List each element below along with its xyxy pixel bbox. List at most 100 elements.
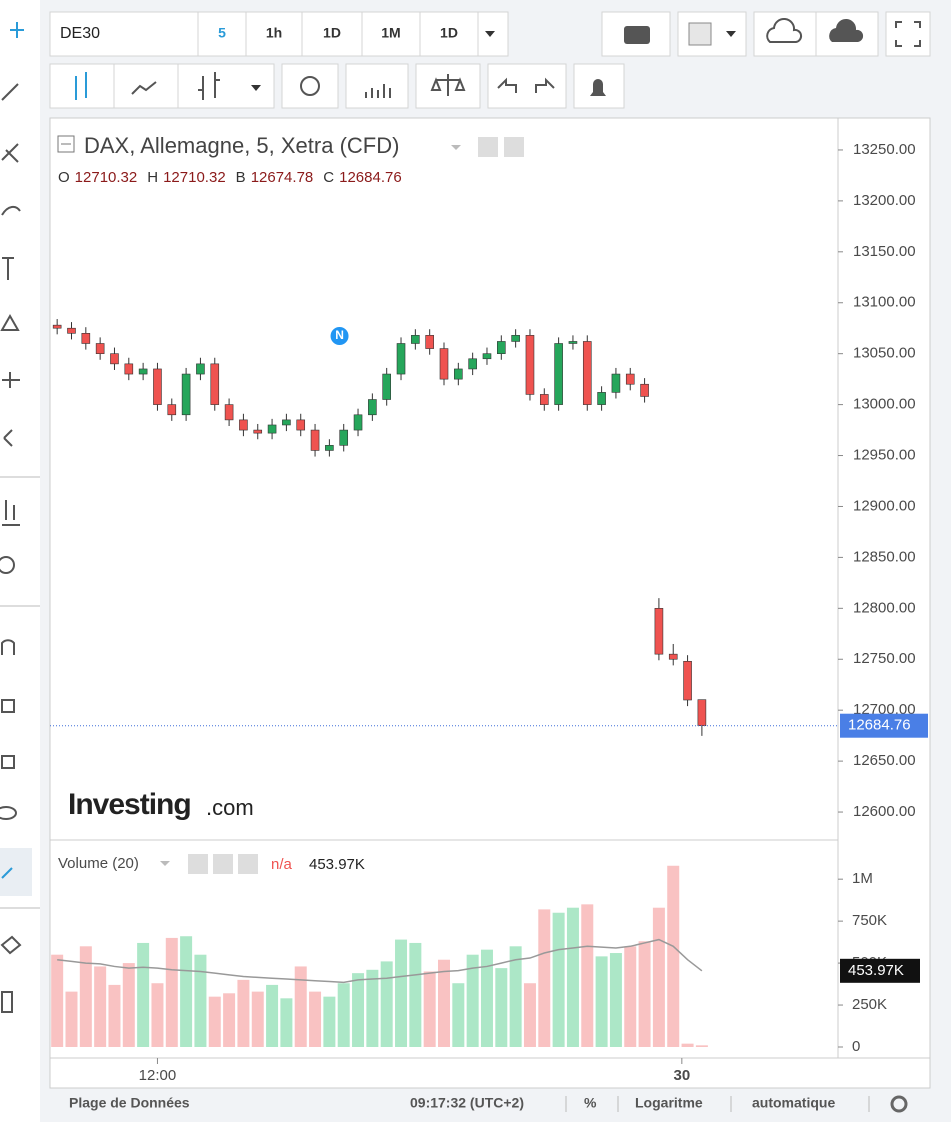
crosshair-icon[interactable] <box>10 22 24 38</box>
eye-button[interactable] <box>478 137 498 157</box>
candle-body <box>668 653 678 660</box>
volume-bar <box>423 971 436 1047</box>
y-tick-label: 13100.00 <box>853 294 916 311</box>
candle-body <box>253 429 263 434</box>
volume-tick-label: 250K <box>852 996 887 1013</box>
cloud-down-icon <box>766 18 803 43</box>
logo-brand: Investing <box>68 788 191 821</box>
candle-body <box>325 445 334 451</box>
interval-button[interactable] <box>301 11 363 57</box>
camera-icon <box>624 26 650 44</box>
fullscreen-button[interactable] <box>885 11 931 57</box>
volume-bar <box>681 1043 694 1047</box>
y-tick-label: 12950.00 <box>853 447 916 464</box>
candle-body <box>654 608 664 655</box>
settings-icon[interactable] <box>890 1095 908 1113</box>
interval-label: 5 <box>218 25 226 41</box>
unlock-icon[interactable] <box>1 755 15 769</box>
interval-button[interactable] <box>245 11 303 57</box>
interval-button[interactable] <box>419 11 479 57</box>
bars-icon <box>198 72 220 100</box>
y-tick-label: 12800.00 <box>853 599 916 616</box>
scale-icon <box>430 74 466 96</box>
zoom-icon[interactable] <box>0 556 15 574</box>
settings-button[interactable] <box>281 63 339 109</box>
indicators-icon <box>365 84 391 98</box>
ohlc-value: 12674.78 <box>251 169 314 186</box>
volume-bar <box>380 961 393 1047</box>
fib-icon[interactable] <box>1 143 19 163</box>
interval-label: 1D <box>440 25 458 41</box>
caret <box>160 861 170 866</box>
pattern-icon[interactable] <box>0 313 20 331</box>
color-button[interactable] <box>677 11 747 57</box>
volume-na: n/a <box>271 856 293 873</box>
trash-icon[interactable] <box>1 991 13 1013</box>
interval-button[interactable] <box>361 11 421 57</box>
link-icon[interactable] <box>1 867 13 879</box>
candle-body <box>697 699 707 727</box>
y-tick-label: 13050.00 <box>853 345 916 362</box>
magnet-icon[interactable] <box>1 639 15 655</box>
status: Plage de Données 09:17:32 (UTC+2) % Loga… <box>69 1095 908 1113</box>
price-pane <box>49 117 839 841</box>
data-range[interactable]: Plage de Données <box>69 1095 190 1111</box>
candle-body <box>439 348 449 380</box>
text-icon[interactable] <box>2 257 14 280</box>
candle-body <box>368 399 377 416</box>
candle-body <box>67 327 76 334</box>
symbol-box[interactable] <box>49 11 199 57</box>
left-toolbar <box>0 22 40 1013</box>
area-button[interactable] <box>113 63 179 109</box>
candles-button[interactable] <box>49 63 115 109</box>
log-toggle[interactable]: Logaritme <box>635 1095 703 1111</box>
close-button[interactable] <box>238 854 258 874</box>
measure-icon[interactable] <box>2 372 20 388</box>
line-icon[interactable] <box>1 83 19 101</box>
lock-icon[interactable] <box>1 699 15 713</box>
load-button[interactable] <box>753 11 817 57</box>
settings-button[interactable] <box>504 137 524 157</box>
interval-dropdown[interactable] <box>477 11 509 57</box>
arrow-icon[interactable] <box>3 429 13 447</box>
candle-body <box>224 404 234 421</box>
gear-icon <box>300 76 320 96</box>
volume-bar <box>223 993 236 1047</box>
candle-body <box>52 324 62 329</box>
fullscreen-icon <box>895 21 921 47</box>
volume-bar <box>337 983 350 1047</box>
volume-bar <box>480 949 493 1047</box>
forecast-icon[interactable] <box>2 500 20 526</box>
volume-bar <box>667 865 680 1047</box>
volume-bar <box>309 991 322 1047</box>
auto-toggle[interactable]: automatique <box>752 1095 835 1111</box>
cloud-up-icon <box>829 18 864 42</box>
candle-body <box>95 343 105 354</box>
volume-bar <box>122 963 135 1047</box>
candle-body <box>382 373 391 400</box>
layers-icon[interactable] <box>0 935 22 955</box>
y-tick-label: 12750.00 <box>853 650 916 667</box>
indicators-button[interactable] <box>345 63 409 109</box>
candle-body <box>282 419 291 426</box>
news-marker[interactable] <box>328 325 351 347</box>
candle-body <box>267 424 277 434</box>
color-swatch <box>688 22 712 46</box>
candle-body <box>597 392 606 405</box>
percent-toggle[interactable]: % <box>584 1095 597 1111</box>
collapse-icon[interactable] <box>57 135 75 153</box>
brush-icon[interactable] <box>1 205 21 216</box>
eye-button[interactable] <box>188 854 208 874</box>
volume-bar <box>366 969 379 1047</box>
news-marker-label: N <box>335 328 344 342</box>
eye-icon[interactable] <box>0 806 17 820</box>
candle-body <box>425 335 434 349</box>
y-tick-label: 13250.00 <box>853 141 916 158</box>
settings-button[interactable] <box>213 854 233 874</box>
separators <box>565 1096 870 1112</box>
interval-label: 1h <box>266 25 282 41</box>
y-tick-label: 12600.00 <box>853 803 916 820</box>
ohlc-value: 12710.32 <box>163 169 226 186</box>
